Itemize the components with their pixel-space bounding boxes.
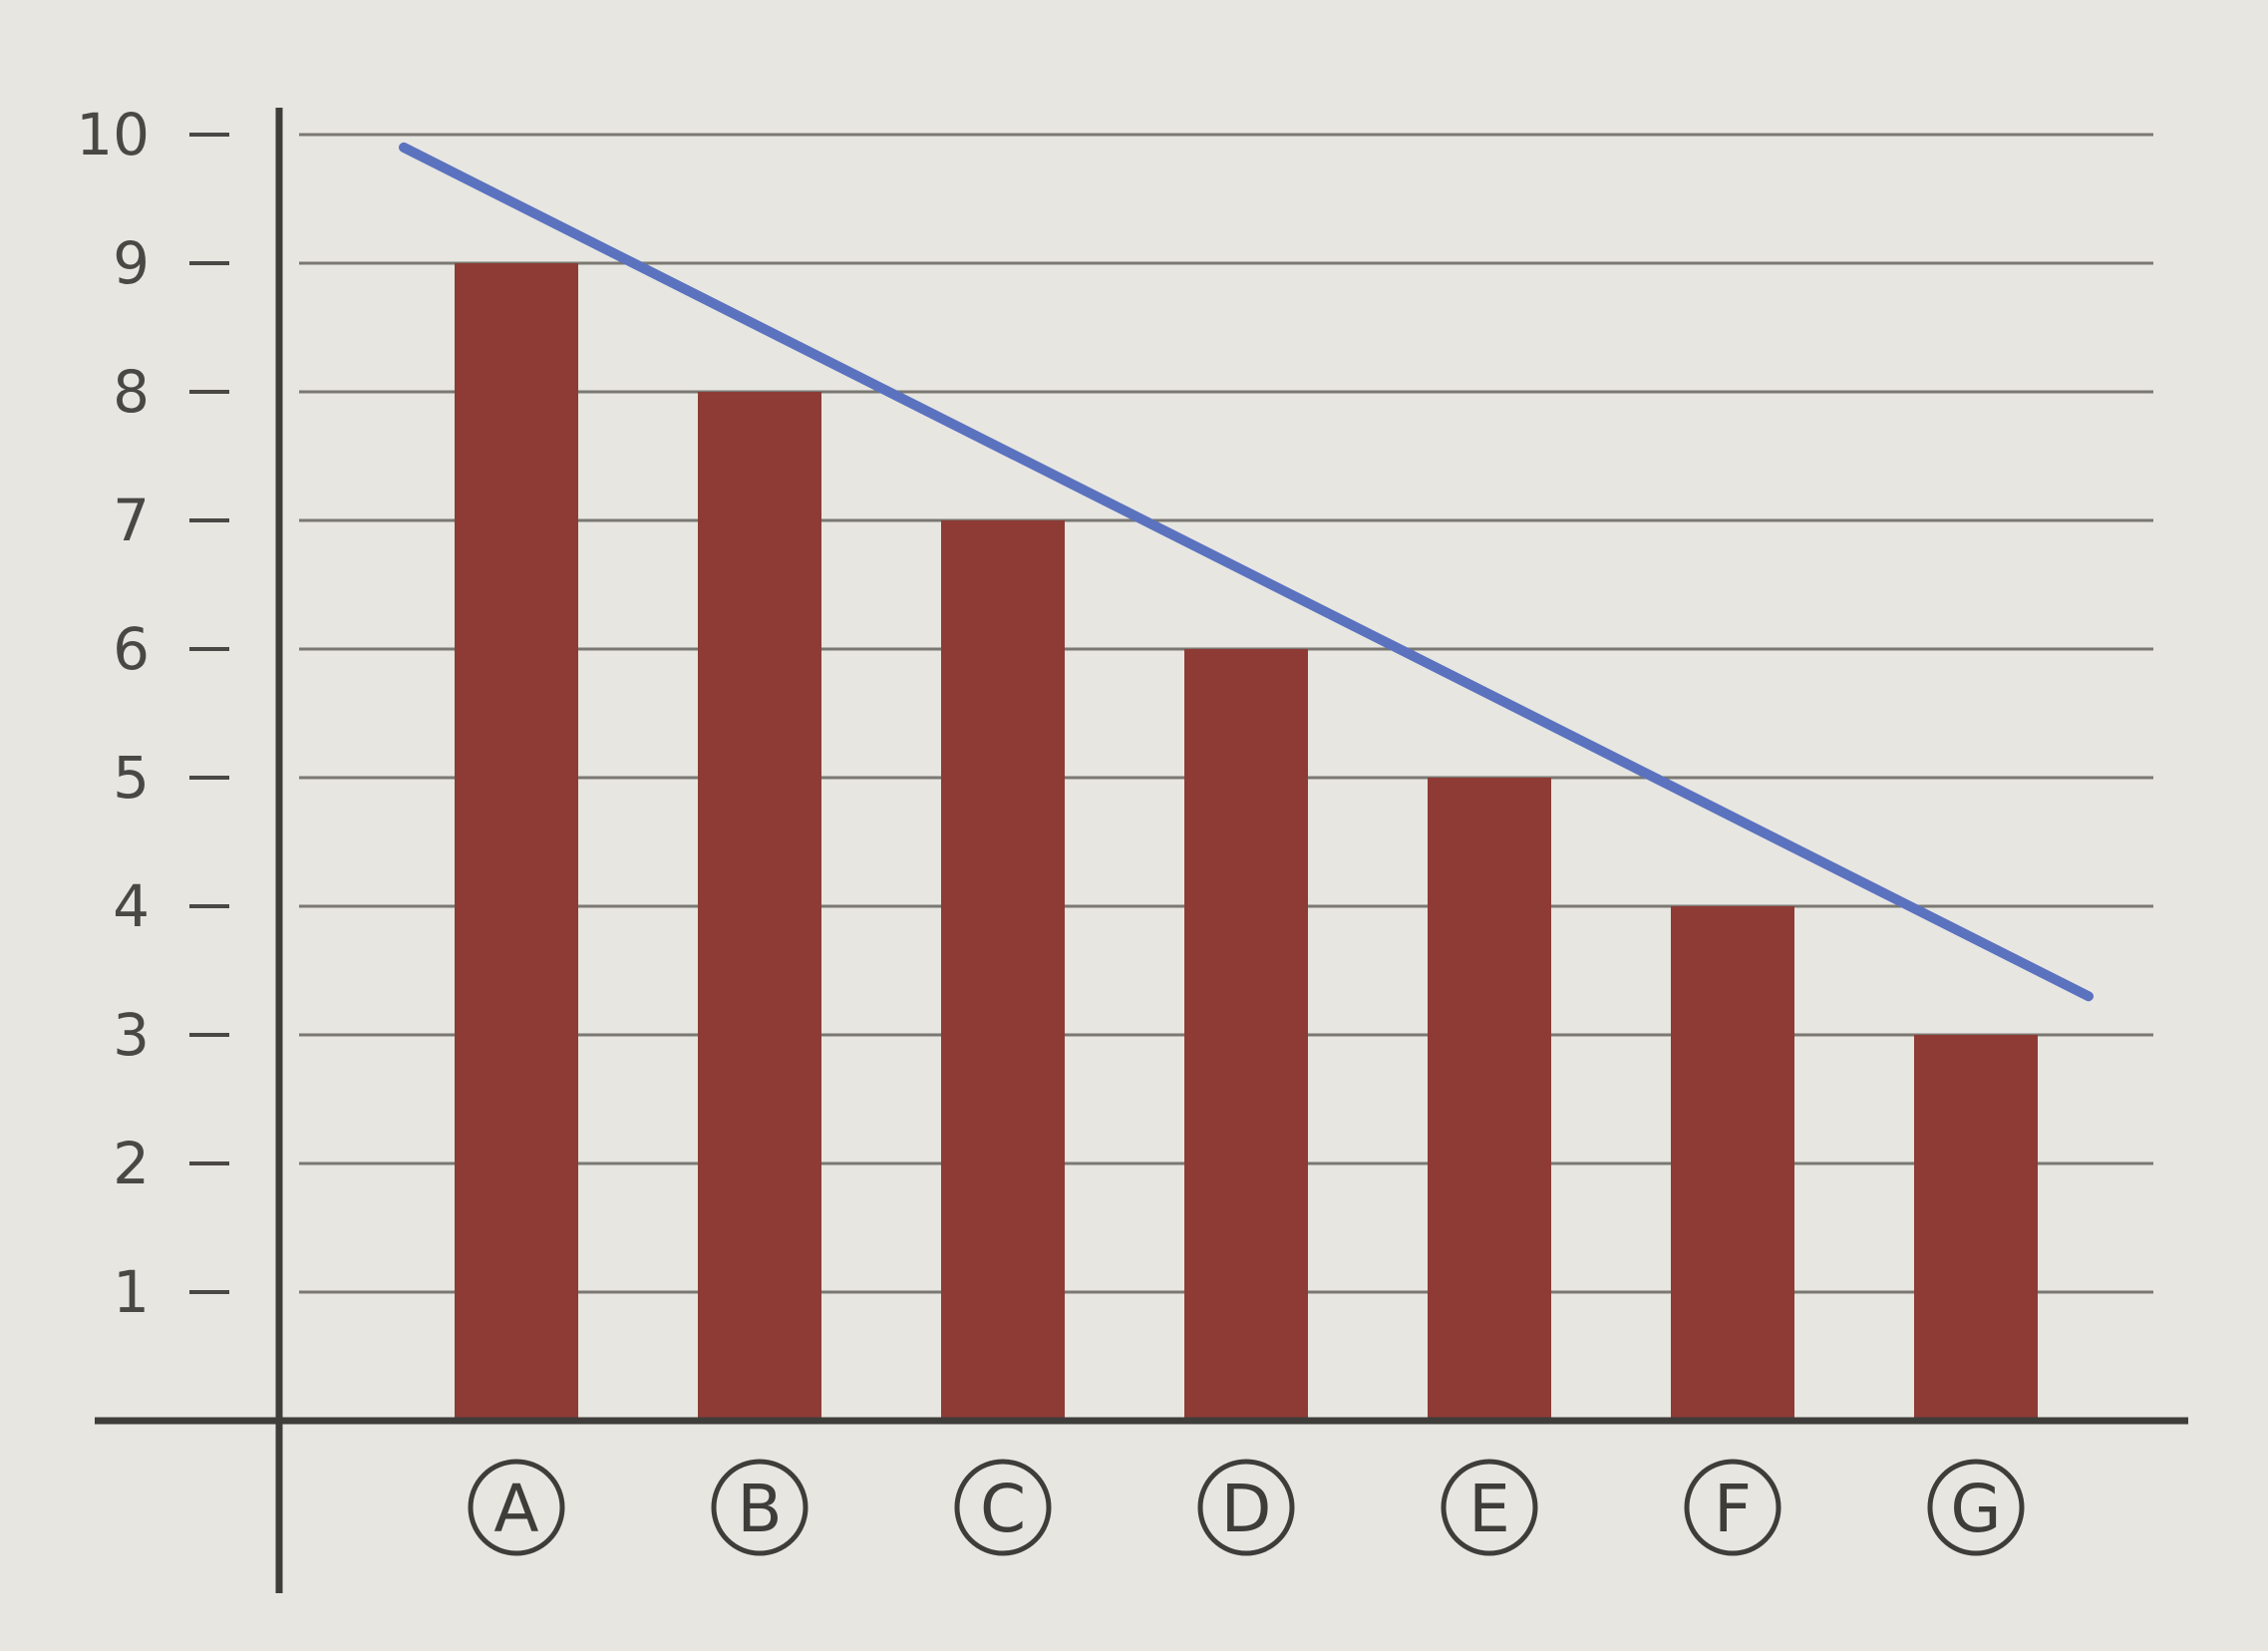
y-tick-label-2: 2 [113, 1130, 150, 1197]
category-circle-C [954, 1459, 1052, 1556]
category-label-G: G [1950, 1471, 2001, 1547]
y-tick-label-6: 6 [113, 615, 150, 683]
category-label-B: B [737, 1471, 782, 1547]
category-circle-D [1197, 1459, 1295, 1556]
y-tick-label-10: 10 [76, 101, 150, 168]
bars [455, 263, 2038, 1421]
category-circle-F [1684, 1459, 1782, 1556]
y-tick-label-7: 7 [113, 487, 150, 554]
bar-A [455, 263, 578, 1421]
y-tick-label-4: 4 [113, 872, 150, 940]
bar-E [1428, 778, 1551, 1421]
category-label-D: D [1221, 1471, 1272, 1547]
category-circle-B [711, 1459, 809, 1556]
y-tick-label-5: 5 [113, 744, 150, 812]
trend-line [399, 142, 2094, 1002]
bar-F [1671, 906, 1794, 1421]
category-circle-A [468, 1459, 565, 1556]
x-category-labels: A B C D E F G [468, 1459, 2025, 1556]
bar-G [1914, 1035, 2038, 1421]
y-ticks: 1 2 3 4 5 6 7 8 9 10 [76, 101, 229, 1326]
category-label-F: F [1714, 1471, 1752, 1547]
trend-line-layer [399, 142, 2094, 1002]
bar-B [698, 392, 821, 1421]
category-label-C: C [980, 1471, 1026, 1547]
bar-C [941, 520, 1065, 1421]
y-tick-label-8: 8 [113, 358, 150, 426]
category-label-E: E [1468, 1471, 1510, 1547]
axes [95, 108, 2188, 1593]
y-tick-label-9: 9 [113, 229, 150, 297]
category-circle-E [1441, 1459, 1538, 1556]
bar-D [1184, 649, 1308, 1421]
category-circle-G [1927, 1459, 2025, 1556]
y-tick-label-1: 1 [113, 1258, 150, 1326]
y-tick-label-3: 3 [113, 1001, 150, 1069]
category-label-A: A [493, 1471, 538, 1547]
